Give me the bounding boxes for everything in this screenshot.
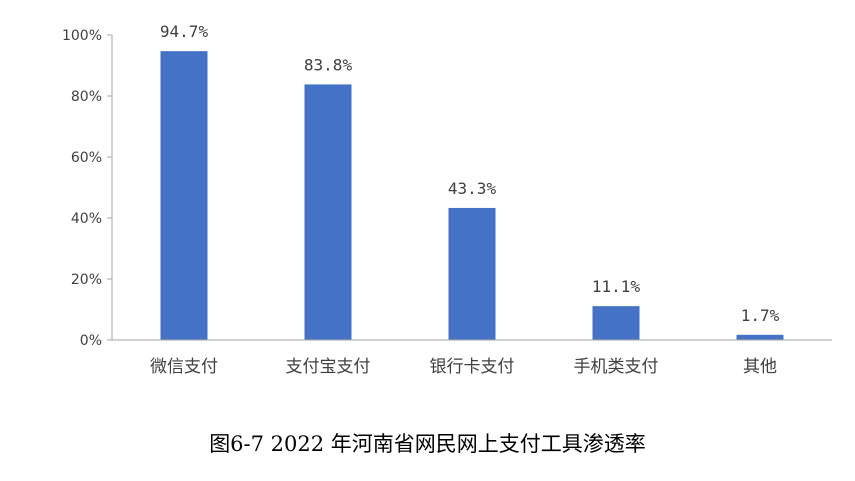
bar (160, 51, 208, 340)
x-tick-label: 其他 (743, 357, 777, 377)
y-tick-label: 20% (71, 272, 102, 288)
data-label: 43.3% (448, 179, 497, 198)
bar (304, 84, 352, 340)
bar (592, 306, 640, 340)
y-axis: 0% 20% 40% 60% 80% 100% (62, 28, 113, 349)
y-tick-label: 60% (71, 150, 102, 166)
data-label: 11.1% (592, 277, 641, 296)
y-tick-label: 0% (80, 333, 102, 349)
data-label: 83.8% (304, 55, 353, 74)
bar-chart: 0% 20% 40% 60% 80% 100% 94.7% 83.8% 43.3% 11.1% 1… (62, 22, 832, 377)
x-tick-label: 支付宝支付 (286, 357, 371, 377)
bar (448, 207, 496, 340)
x-tick-label: 手机类支付 (574, 357, 659, 377)
x-tick-label: 银行卡支付 (430, 357, 515, 377)
data-label: 1.7% (741, 306, 780, 325)
figure-caption: 图6-7 2022 年河南省网民网上支付工具渗透率 (209, 432, 646, 456)
y-tick-label: 40% (71, 211, 102, 227)
x-tick-label: 微信支付 (150, 357, 218, 377)
bar (736, 334, 784, 340)
bars: 94.7% 83.8% 43.3% 11.1% 1.7% (160, 22, 784, 340)
x-axis: 微信支付 支付宝支付 银行卡支付 手机类支付 其他 (112, 339, 832, 377)
y-tick-label: 80% (71, 89, 102, 105)
y-tick-label: 100% (62, 28, 102, 44)
data-label: 94.7% (160, 22, 209, 41)
